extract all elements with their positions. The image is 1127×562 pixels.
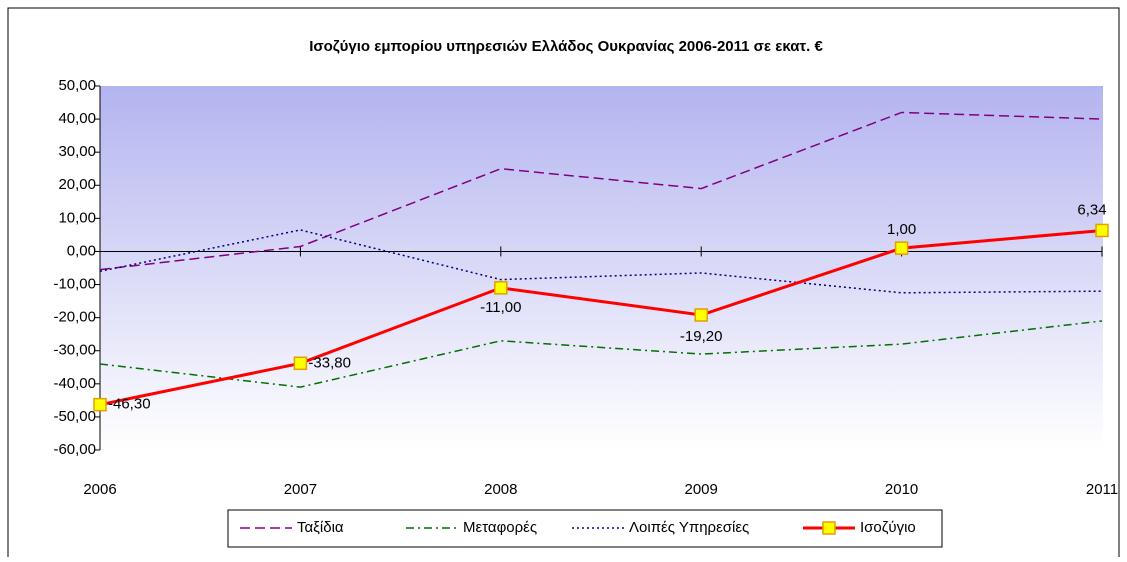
legend-label: Ισοζύγιο <box>860 519 916 536</box>
marker <box>894 241 909 255</box>
y-tick-label: 30,00 <box>58 143 96 160</box>
y-tick-label: -60,00 <box>53 441 96 458</box>
y-tick-label: -20,00 <box>53 309 96 326</box>
y-tick-label: -10,00 <box>53 276 96 293</box>
data-label: -19,20 <box>680 328 723 345</box>
x-tick-label: 2011 <box>1086 481 1118 498</box>
y-tick-label: 10,00 <box>58 209 96 226</box>
chart-title: Ισοζύγιο εμπορίου υπηρεσιών Ελλάδος Ουκρ… <box>309 38 823 55</box>
y-tick-label: 20,00 <box>58 176 96 193</box>
series-line <box>99 229 1103 294</box>
marker <box>494 281 508 295</box>
data-label: 1,00 <box>887 221 916 238</box>
y-tick-label: -50,00 <box>53 408 96 425</box>
legend-label: Λοιπές Υπηρεσίες <box>629 519 749 536</box>
y-tick-label: 40,00 <box>58 110 96 127</box>
legend-label: Μεταφορές <box>463 519 537 536</box>
marker <box>293 356 308 371</box>
y-tick-label: -40,00 <box>53 375 96 392</box>
legend-marker <box>822 521 836 535</box>
series-line <box>99 111 1103 271</box>
x-tick-label: 2006 <box>83 481 116 498</box>
data-label: -46,30 <box>108 396 151 413</box>
marker <box>694 308 708 322</box>
x-tick-label: 2009 <box>685 481 718 498</box>
data-label: 6,34 <box>1077 201 1106 218</box>
legend-label: Ταξίδια <box>297 519 344 536</box>
y-tick-label: 50,00 <box>58 77 96 94</box>
data-label: -33,80 <box>308 354 351 371</box>
data-label: -11,00 <box>480 299 521 316</box>
y-tick-label: -30,00 <box>53 342 96 359</box>
series-line <box>99 228 1103 407</box>
plot-area <box>100 86 1103 450</box>
marker <box>1095 223 1109 238</box>
x-tick-label: 2010 <box>885 481 918 498</box>
series-line <box>99 320 1103 388</box>
x-tick-label: 2007 <box>284 481 317 498</box>
y-tick-label: 0,00 <box>67 242 96 259</box>
marker <box>93 397 107 412</box>
x-tick-label: 2008 <box>484 481 517 498</box>
